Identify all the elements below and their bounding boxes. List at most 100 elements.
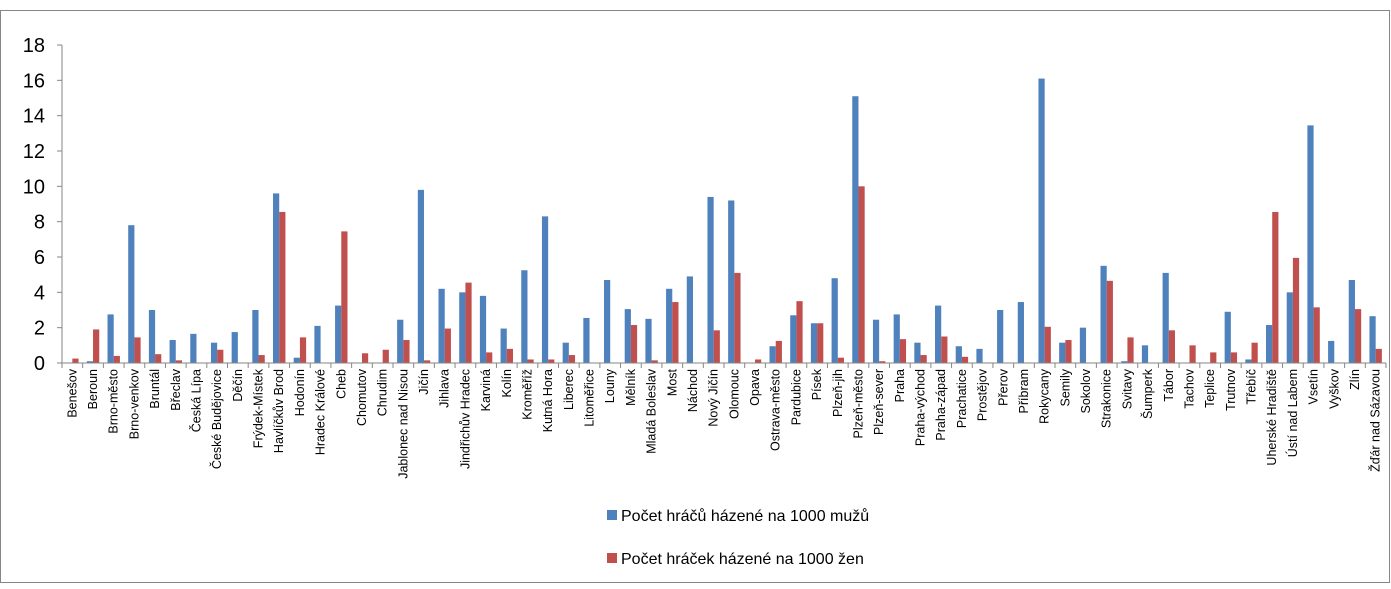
x-tick-label: Kolín <box>500 369 514 398</box>
x-tick-label: Ústí nad Labem <box>1285 369 1300 457</box>
bar-women <box>424 360 431 363</box>
x-tick-label: Česká Lípa <box>188 369 203 432</box>
bar-men <box>955 346 962 363</box>
bar-men <box>148 310 156 363</box>
chart-border <box>0 10 1390 583</box>
x-tick-label: Praha-západ <box>934 369 948 441</box>
bar-women <box>1375 348 1382 363</box>
bar-women <box>506 348 513 363</box>
x-tick-label: Ostrava-město <box>769 369 783 451</box>
bar-women <box>651 360 658 363</box>
bar-women <box>1210 352 1217 363</box>
bar-men <box>1100 265 1107 363</box>
x-tick-label: Břeclav <box>169 368 183 410</box>
x-tick-label: Karviná <box>479 369 493 411</box>
x-tick-label: Žďár nad Sázavou <box>1368 369 1383 472</box>
bar-men <box>1348 279 1355 363</box>
x-tick-label: Chomutov <box>355 368 369 426</box>
x-tick-label: Šumperk <box>1140 368 1155 419</box>
bar-men <box>1141 345 1149 363</box>
bar-men <box>831 278 838 363</box>
x-tick-label: Frýdek-Místek <box>252 368 266 448</box>
bar-men <box>86 361 94 363</box>
bar-women <box>175 360 182 363</box>
bar-men <box>728 200 735 363</box>
bar-women <box>527 359 534 363</box>
bar-women <box>155 354 162 363</box>
bar-women <box>755 359 762 363</box>
y-tick-label: 14 <box>23 106 45 128</box>
x-tick-label: Brno-venkov <box>127 368 141 439</box>
x-tick-label: Jičín <box>417 369 431 395</box>
bar-women <box>796 301 803 363</box>
bar-women <box>548 359 555 363</box>
bar-men <box>893 314 900 363</box>
y-tick-label: 0 <box>34 353 45 375</box>
bar-men <box>1245 359 1252 363</box>
bar-men <box>500 328 507 363</box>
bar-women <box>837 357 844 363</box>
x-tick-label: Chrudim <box>376 369 390 416</box>
bar-men <box>666 288 673 363</box>
x-tick-label: Jablonec nad Nisou <box>396 369 410 479</box>
y-tick-label: 4 <box>34 282 45 304</box>
bar-men <box>1121 361 1128 363</box>
bar-men <box>459 292 466 363</box>
bar-men <box>914 342 921 363</box>
bar-women <box>113 355 120 363</box>
bar-women <box>444 328 451 363</box>
x-tick-label: Jihlava <box>438 369 452 408</box>
legend: Počet hráčů házené na 1000 mužů Počet hrá… <box>607 507 869 568</box>
x-tick-label: Semily <box>1058 368 1072 406</box>
bar-men <box>107 314 114 363</box>
bar-women <box>258 355 265 363</box>
bar-women <box>403 340 410 363</box>
x-tick-label: Sokolov <box>1079 368 1093 413</box>
x-tick-label: Plzeň-město <box>851 369 865 439</box>
bar-women <box>672 302 679 363</box>
x-tick-label: Trutnov <box>1224 368 1238 411</box>
bar-men <box>210 342 218 363</box>
bar-men <box>231 332 238 363</box>
x-tick-label: Litoměřice <box>583 369 597 427</box>
x-tick-label: Plzeň-jih <box>831 369 845 417</box>
x-tick-label: Hradec Králové <box>314 369 328 455</box>
x-tick-label: Louny <box>603 368 617 403</box>
x-tick-label: Opava <box>748 369 762 406</box>
x-tick-label: Beroun <box>86 369 100 409</box>
x-tick-label: Třebíč <box>1245 369 1259 404</box>
x-tick-label: Tachov <box>1182 368 1196 408</box>
x-tick-label: Svitavy <box>1120 368 1134 409</box>
bar-women <box>1272 211 1279 363</box>
x-tick-label: Praha-východ <box>914 369 928 446</box>
bar-women <box>961 356 969 363</box>
y-tick-label: 8 <box>34 212 45 234</box>
bars <box>72 78 1382 363</box>
bar-men <box>707 196 714 363</box>
y-tick-label: 18 <box>23 35 45 57</box>
x-tick-label: Cheb <box>334 369 348 399</box>
x-tick-label: Kutná Hora <box>541 369 555 432</box>
bar-women <box>341 231 348 363</box>
bar-women <box>713 330 720 363</box>
bar-men <box>169 340 176 363</box>
x-tick-label: Zlín <box>1348 369 1362 390</box>
y-axis: 0 2 4 6 8 10 12 14 16 18 <box>23 35 63 375</box>
x-tick-label: Prachatice <box>955 369 969 428</box>
bar-men <box>314 325 321 363</box>
x-tick-label: Uherské Hradiště <box>1265 369 1279 466</box>
bar-women <box>1127 337 1134 363</box>
bar-men <box>686 276 693 363</box>
bar-women <box>1106 280 1113 363</box>
bar-men <box>1059 342 1066 363</box>
bar-men <box>190 333 197 363</box>
bar-women <box>486 352 493 363</box>
bar-men <box>128 225 135 363</box>
bar-women <box>134 337 141 363</box>
bar-women <box>1065 340 1072 363</box>
x-tick-label: Rokycany <box>1038 368 1052 424</box>
x-tick-label: Most <box>665 368 679 396</box>
bar-men <box>872 319 880 363</box>
bar-women <box>734 272 741 363</box>
